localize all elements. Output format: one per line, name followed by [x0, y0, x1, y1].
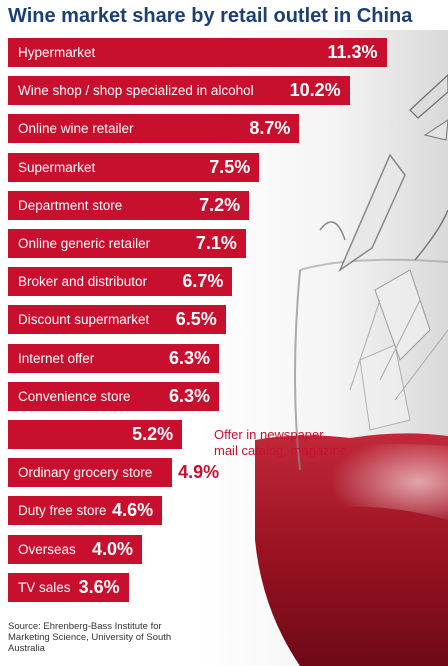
category-label: Supermarket: [18, 159, 96, 175]
bar-supermarket: Supermarket 7.5%: [8, 152, 260, 182]
value-label: 6.3%: [169, 385, 211, 406]
bar-convenience-store: Convenience store 6.3%: [8, 381, 220, 411]
category-label: Ordinary grocery store: [18, 465, 153, 481]
value-label: 6.3%: [169, 347, 211, 368]
source-note: Source: Ehrenberg-Bass Institute for Mar…: [8, 621, 172, 654]
offer-in-newspaper-label: Offer in newspaper, mail catalog, magazi…: [214, 427, 374, 459]
category-label: Department store: [18, 197, 123, 213]
category-label: Discount supermarket: [18, 312, 150, 328]
value-label: 8.7%: [249, 118, 291, 139]
category-label: Wine shop / shop specialized in alcohol: [18, 83, 254, 99]
category-label: Convenience store: [18, 388, 131, 404]
chart-title: Wine market share by retail outlet in Ch…: [8, 5, 413, 27]
value-label: 11.3%: [327, 42, 378, 62]
category-label: Duty free store: [18, 503, 107, 519]
category-label: Broker and distributor: [18, 274, 148, 290]
category-label: TV sales: [18, 579, 71, 595]
value-label: 7.1%: [195, 233, 237, 253]
bar-online-wine-retailer: Online wine retailer 8.7%: [8, 114, 300, 144]
bar-duty-free-store: Duty free store 4.6%: [8, 496, 163, 526]
value-label: 4.6%: [112, 500, 154, 521]
value-label: 6.7%: [182, 271, 224, 292]
value-label: 6.5%: [175, 309, 217, 330]
value-label: 10.2%: [289, 80, 341, 101]
category-label: Online wine retailer: [18, 121, 134, 137]
bar-department-store: Department store 7.2%: [8, 190, 250, 220]
category-label: Online generic retailer: [18, 236, 151, 251]
bar-internet-offer: Internet offer 6.3%: [8, 343, 220, 373]
category-label: Hypermarket: [18, 45, 96, 60]
value-label: 3.6%: [78, 576, 120, 597]
value-label: 7.2%: [199, 194, 241, 215]
offer-in-newspaper-label-line2: mail catalog, magazine: [214, 443, 347, 458]
bar-discount-supermarket: Discount supermarket 6.5%: [8, 305, 226, 335]
value-label: 4.0%: [91, 538, 133, 559]
bar-ordinary-grocery-store: Ordinary grocery store: [8, 458, 173, 488]
bar-overseas: Overseas 4.0%: [8, 534, 142, 564]
category-label: Internet offer: [18, 350, 95, 366]
bar-tv-sales: TV sales 3.6%: [8, 572, 129, 602]
bar-hypermarket: Hypermarket 11.3%: [8, 38, 387, 67]
bar-wine-shop-shop-specialized-in-alcohol: Wine shop / shop specialized in alcohol 1…: [8, 76, 350, 106]
category-label: Overseas: [18, 541, 76, 557]
bar-broker-and-distributor: Broker and distributor 6.7%: [8, 267, 233, 297]
ordinary-grocery-value: 4.9%: [178, 462, 220, 483]
bar-offer-in-newspaper-mail-catalog-magazine: 5.2%: [8, 420, 183, 449]
offer-in-newspaper-label-line1: Offer in newspaper,: [214, 427, 327, 442]
bar-online-generic-retailer: Online generic retailer 7.1%: [8, 229, 246, 258]
value-label: 7.5%: [209, 156, 251, 177]
value-label: 5.2%: [132, 424, 174, 444]
